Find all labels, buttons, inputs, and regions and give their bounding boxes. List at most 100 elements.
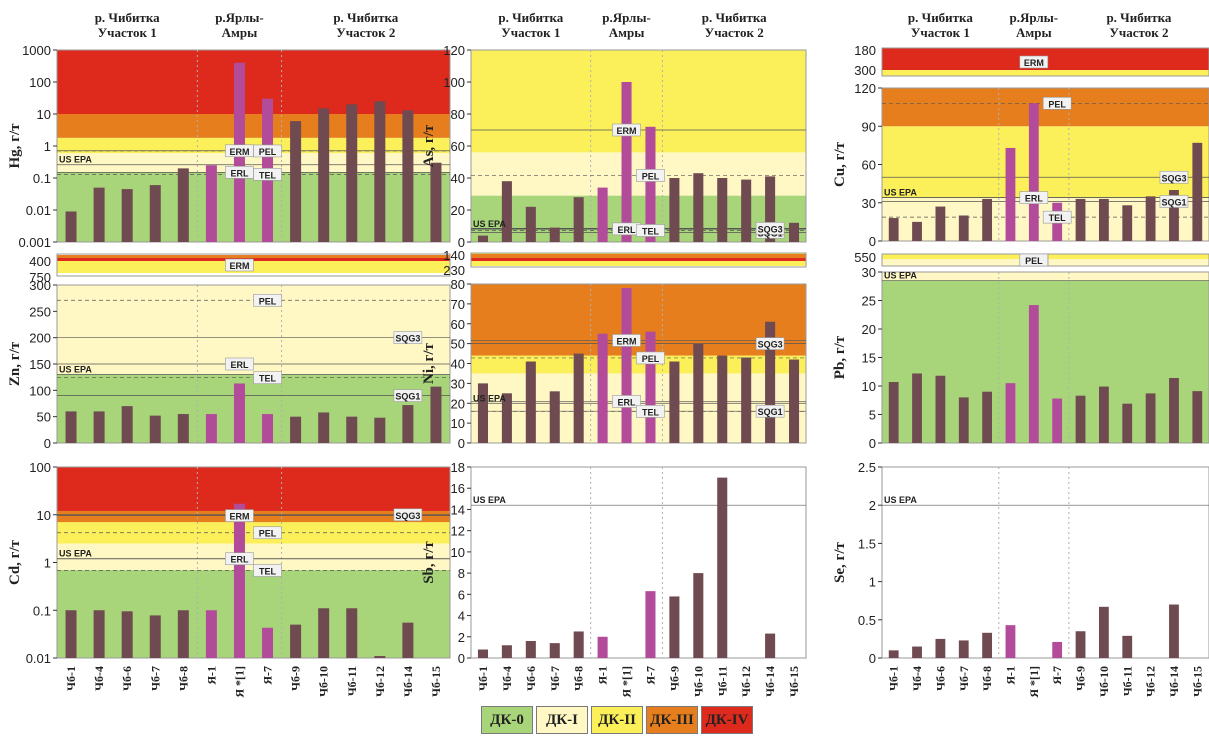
- x-tick-label: Чб-10: [317, 666, 331, 697]
- bar-Чб-8: [573, 631, 584, 658]
- y-axis-label: Sb, г/т: [421, 541, 437, 584]
- quality-zone: [57, 172, 450, 242]
- x-tick-label: Чб-11: [1120, 666, 1134, 696]
- threshold-label-box: [1042, 97, 1072, 110]
- threshold-label: ERM: [229, 512, 249, 522]
- threshold-label-box: [253, 293, 282, 307]
- y-tick-label: 2: [869, 498, 876, 513]
- bar-Чб-15: [789, 359, 800, 443]
- threshold-label-box: [1019, 55, 1049, 69]
- y-tick-label: 80: [451, 277, 465, 292]
- threshold-label-box: [1159, 170, 1189, 184]
- bar-Чб-1: [888, 650, 899, 658]
- x-tick-label: Чб-15: [787, 666, 801, 697]
- y-tick-label: 12: [451, 524, 465, 539]
- y-tick-label: 30: [862, 196, 876, 211]
- y-tick-label: 0.01: [26, 651, 51, 666]
- quality-zone: [57, 50, 450, 114]
- threshold-label-box: [636, 169, 665, 182]
- x-tick-label: Чб-15: [429, 666, 443, 697]
- y-tick-label: 2.5: [858, 460, 876, 475]
- bar-Чб-12: [374, 656, 386, 658]
- bar-Чб-11: [717, 178, 728, 242]
- x-tick-label: Чб-10: [1097, 666, 1111, 697]
- bar-Я-7: [645, 126, 656, 242]
- bar-Чб-11: [717, 477, 728, 658]
- x-tick-label: Чб-6: [524, 666, 538, 691]
- section-header: р.Ярлы-: [215, 10, 264, 25]
- y-tick-label: 0: [458, 436, 465, 451]
- y-tick-label: 14: [451, 502, 465, 517]
- threshold-label-box: [1159, 195, 1189, 208]
- quality-zone: [882, 280, 1209, 443]
- y-tick-label: 10: [451, 545, 465, 560]
- bar-Чб-9: [290, 121, 302, 242]
- x-tick-label: Чб-9: [289, 666, 303, 691]
- bar-Чб-15: [430, 386, 442, 443]
- break-strip-zone: [471, 258, 806, 261]
- bar-Чб-7: [549, 643, 560, 658]
- break-strip-zone: [471, 254, 806, 258]
- bar-Я *[1]: [1028, 305, 1039, 443]
- x-tick-label: Чб-1: [64, 666, 78, 691]
- y-tick-label: 120: [854, 81, 876, 96]
- threshold-label: ERL: [618, 397, 637, 407]
- y-tick-label: 300: [29, 278, 51, 293]
- bar-Чб-1: [888, 382, 899, 443]
- y-tick-label: 0: [869, 436, 876, 451]
- bar-Чб-1: [477, 235, 488, 242]
- bar-Я *[1]: [621, 287, 632, 443]
- threshold-label-box: [755, 337, 785, 350]
- threshold-label: US EPA: [473, 219, 506, 229]
- x-tick-label: Чб-15: [1190, 666, 1204, 697]
- bar-Чб-9: [669, 178, 680, 242]
- threshold-label-box: [393, 331, 423, 344]
- y-tick-label: 25: [862, 294, 876, 309]
- plot-frame: [470, 466, 807, 659]
- threshold-label: SQG3: [395, 511, 420, 521]
- bar-Чб-14: [402, 110, 414, 242]
- bar-Я-1: [1005, 147, 1016, 241]
- threshold-label-box: [612, 334, 641, 347]
- bar-Чб-6: [121, 611, 133, 658]
- y-tick-label: 2: [458, 630, 465, 645]
- bar-Чб-15: [789, 222, 800, 242]
- bar-Чб-7: [149, 185, 161, 242]
- y-tick-label: 200: [29, 331, 51, 346]
- bar-Чб-7: [958, 640, 969, 658]
- threshold-label: ERL: [230, 168, 249, 178]
- bar-Чб-10: [318, 108, 330, 242]
- x-tick-label: Я-1: [596, 666, 610, 685]
- bar-Чб-8: [573, 353, 584, 443]
- threshold-label: US EPA: [884, 271, 917, 281]
- section-header: р. Чибитка: [908, 10, 973, 25]
- y-tick-label: 0.001: [18, 235, 51, 250]
- bar-Чб-7: [549, 227, 560, 242]
- y-tick-label: 60: [451, 139, 465, 154]
- y-tick-label: 20: [451, 203, 465, 218]
- section-header: Амры: [1016, 25, 1052, 40]
- threshold-label-box: [225, 357, 254, 371]
- threshold-label-box: [393, 389, 423, 402]
- threshold-label: ERL: [618, 225, 637, 235]
- chart-panel: 0 2 4 6 8 10 12 14 16 18 US EPA Sb, г/т Чб-1 Чб-4 Чб-6…: [421, 460, 807, 698]
- threshold-label: ERL: [230, 555, 249, 565]
- x-tick-label: Чб-7: [957, 666, 971, 691]
- threshold-label-box: [253, 371, 282, 384]
- section-header: р. Чибитка: [333, 10, 398, 25]
- bar-Чб-12: [374, 417, 386, 443]
- bar-Чб-6: [935, 638, 946, 658]
- threshold-label: SQG3: [1161, 173, 1186, 183]
- bar-Чб-14: [765, 633, 776, 658]
- y-tick-label: 16: [451, 481, 465, 496]
- bar-Чб-9: [669, 596, 680, 658]
- bar-Чб-10: [693, 573, 704, 658]
- x-tick-label: Чб-4: [92, 666, 106, 691]
- y-tick-label: 140: [443, 248, 465, 263]
- x-tick-label: Чб-12: [373, 666, 387, 697]
- threshold-label: TEL: [642, 226, 660, 236]
- y-tick-label: 1000: [22, 43, 51, 58]
- y-tick-label: 70: [451, 297, 465, 312]
- threshold-label: ERL: [230, 360, 249, 370]
- threshold-label: SQG1: [395, 392, 420, 402]
